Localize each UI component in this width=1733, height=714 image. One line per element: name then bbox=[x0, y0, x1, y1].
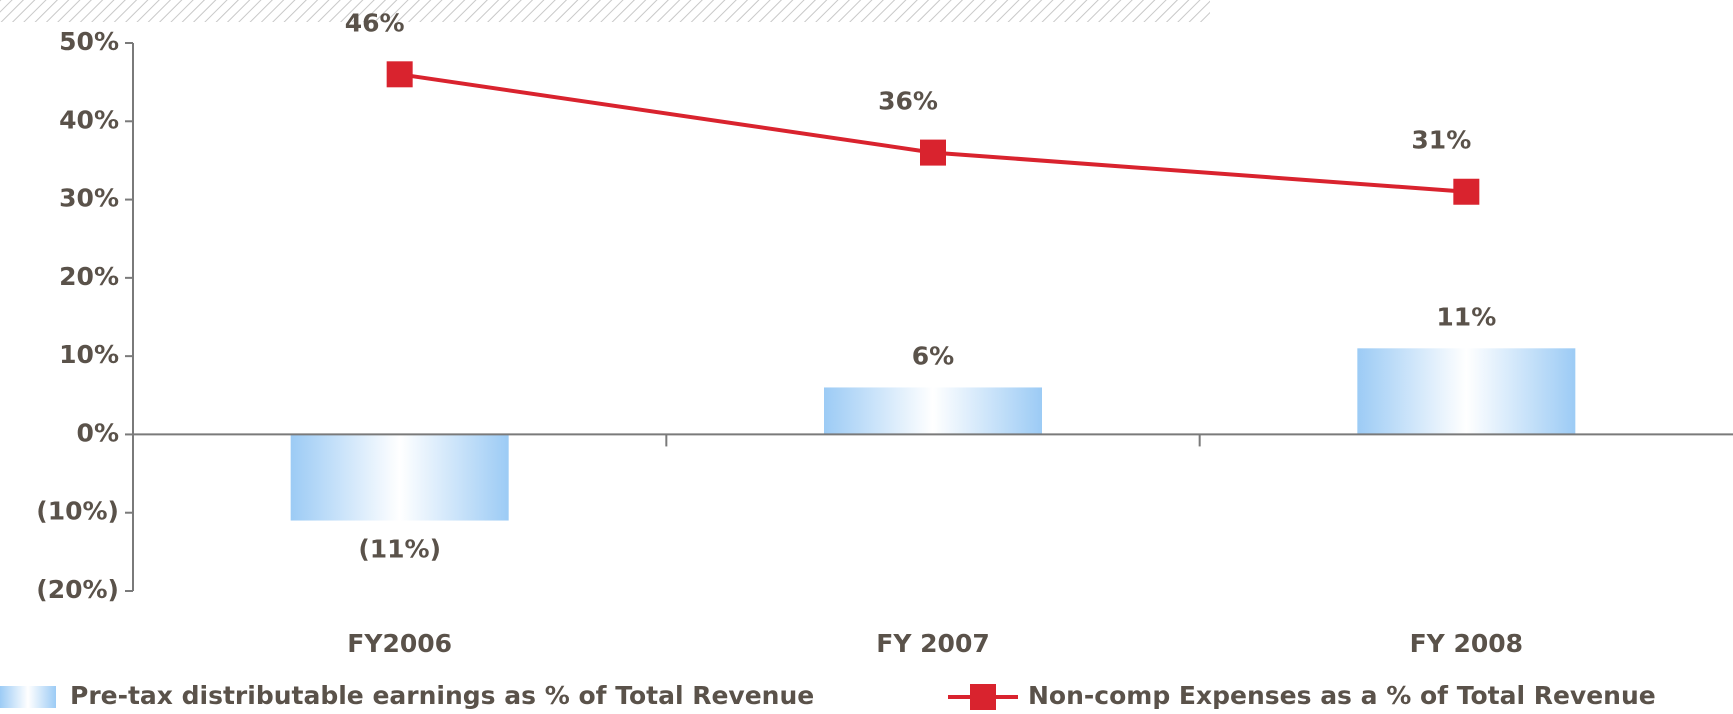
line-value-label: 46% bbox=[345, 8, 405, 37]
y-tick-label: 10% bbox=[59, 340, 119, 369]
y-tick-label: 20% bbox=[59, 262, 119, 291]
bar bbox=[290, 434, 509, 521]
bar-value-label: 11% bbox=[1436, 302, 1496, 331]
bar-value-label: (11%) bbox=[358, 535, 441, 564]
y-tick-label: 30% bbox=[59, 184, 119, 213]
line-marker bbox=[1453, 178, 1480, 205]
y-tick-label: (20%) bbox=[36, 575, 119, 604]
legend-swatch bbox=[0, 686, 56, 708]
x-tick-label: FY 2007 bbox=[876, 629, 989, 658]
line-value-label: 36% bbox=[878, 87, 938, 116]
legend-label: Pre-tax distributable earnings as % of T… bbox=[70, 681, 814, 710]
y-tick-label: (10%) bbox=[36, 497, 119, 526]
x-tick-label: FY2006 bbox=[347, 629, 452, 658]
legend-swatch-marker bbox=[970, 684, 996, 710]
y-tick-label: 50% bbox=[59, 27, 119, 56]
line-value-label: 31% bbox=[1411, 126, 1471, 155]
line-marker bbox=[386, 61, 413, 88]
bar-value-label: 6% bbox=[912, 341, 954, 370]
line-marker bbox=[920, 139, 946, 166]
legend-label: Non-comp Expenses as a % of Total Revenu… bbox=[1028, 681, 1656, 710]
bar bbox=[1357, 348, 1576, 435]
y-tick-label: 0% bbox=[77, 418, 119, 447]
y-tick-label: 40% bbox=[59, 105, 119, 134]
x-tick-label: FY 2008 bbox=[1410, 629, 1523, 658]
bar bbox=[824, 387, 1042, 435]
header-hatch bbox=[0, 0, 1210, 22]
